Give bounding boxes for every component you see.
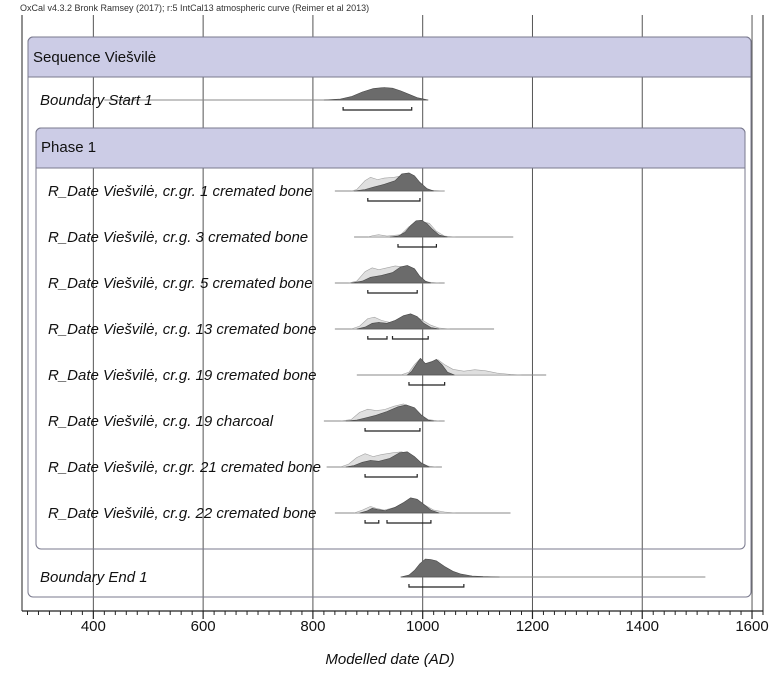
grid-layer — [92, 15, 753, 611]
oxcal-header: OxCal v4.3.2 Bronk Ramsey (2017); r:5 In… — [20, 3, 369, 13]
range-95-bracket — [364, 474, 418, 478]
row-boundary-end — [400, 558, 706, 588]
posterior-distribution — [400, 558, 500, 578]
range-95-bracket — [367, 198, 421, 202]
tick-label-1000: 1000 — [406, 618, 439, 635]
row-date-4 — [334, 313, 495, 340]
posterior-distribution — [351, 265, 431, 284]
range-95-bracket — [391, 336, 429, 340]
distribution-layer — [104, 87, 706, 588]
range-95-bracket — [364, 520, 380, 524]
sequence-band — [27, 36, 752, 78]
row-date-2 — [354, 219, 514, 248]
tick-label-1200: 1200 — [516, 618, 549, 635]
row-date-7 — [326, 451, 442, 478]
row-label-boundary-start: Boundary Start 1 — [40, 92, 153, 109]
group-bands — [27, 36, 752, 598]
range-95-bracket — [386, 520, 432, 524]
row-label-date-6: R_Date Viešvilė, cr.g. 19 charcoal — [48, 413, 274, 430]
range-95-bracket — [408, 584, 465, 588]
x-axis-title: Modelled date (AD) — [325, 651, 454, 668]
row-date-1 — [334, 172, 445, 202]
posterior-distribution — [345, 404, 434, 422]
row-label-date-3: R_Date Viešvilė, cr.gr. 5 cremated bone — [48, 275, 313, 292]
posterior-distribution — [345, 451, 430, 468]
range-95-bracket — [367, 290, 418, 294]
row-label-date-4: R_Date Viešvilė, cr.g. 13 cremated bone — [48, 321, 316, 338]
range-95-bracket — [367, 336, 388, 340]
range-95-bracket — [364, 428, 421, 432]
sequence-title: Sequence Viešvilė — [33, 49, 156, 66]
row-boundary-start — [104, 87, 429, 111]
posterior-distribution — [356, 313, 440, 330]
row-date-5 — [356, 357, 547, 386]
posterior-distribution — [359, 497, 440, 514]
row-label-date-2: R_Date Viešvilė, cr.g. 3 cremated bone — [48, 229, 308, 246]
posterior-distribution — [406, 357, 455, 376]
row-label-date-8: R_Date Viešvilė, cr.g. 22 cremated bone — [48, 505, 316, 522]
label-layer: Sequence Viešvilė Phase 1 Boundary Start 1… — [33, 49, 321, 586]
tick-label-1400: 1400 — [626, 618, 659, 635]
x-axis: 400 600 800 1000 1200 1400 1600 — [21, 15, 769, 635]
row-label-date-5: R_Date Viešvilė, cr.g. 19 cremated bone — [48, 367, 316, 384]
row-label-boundary-end: Boundary End 1 — [40, 569, 148, 586]
range-95-bracket — [397, 244, 438, 248]
posterior-distribution — [323, 87, 429, 101]
row-date-8 — [334, 497, 511, 524]
phase-title: Phase 1 — [41, 139, 96, 156]
row-label-date-7: R_Date Viešvilė, cr.gr. 21 cremated bone — [48, 459, 321, 476]
range-95-bracket — [408, 382, 446, 386]
row-date-6 — [323, 403, 445, 432]
posterior-distribution — [389, 219, 448, 238]
tick-label-600: 600 — [191, 618, 216, 635]
row-label-date-1: R_Date Viešvilė, cr.gr. 1 cremated bone — [48, 183, 313, 200]
range-95-bracket — [342, 107, 413, 111]
phase-band — [35, 127, 746, 169]
row-date-3 — [334, 265, 445, 294]
posterior-distribution — [354, 172, 434, 192]
tick-label-800: 800 — [300, 618, 325, 635]
tick-label-1600: 1600 — [735, 618, 768, 635]
tick-label-400: 400 — [81, 618, 106, 635]
